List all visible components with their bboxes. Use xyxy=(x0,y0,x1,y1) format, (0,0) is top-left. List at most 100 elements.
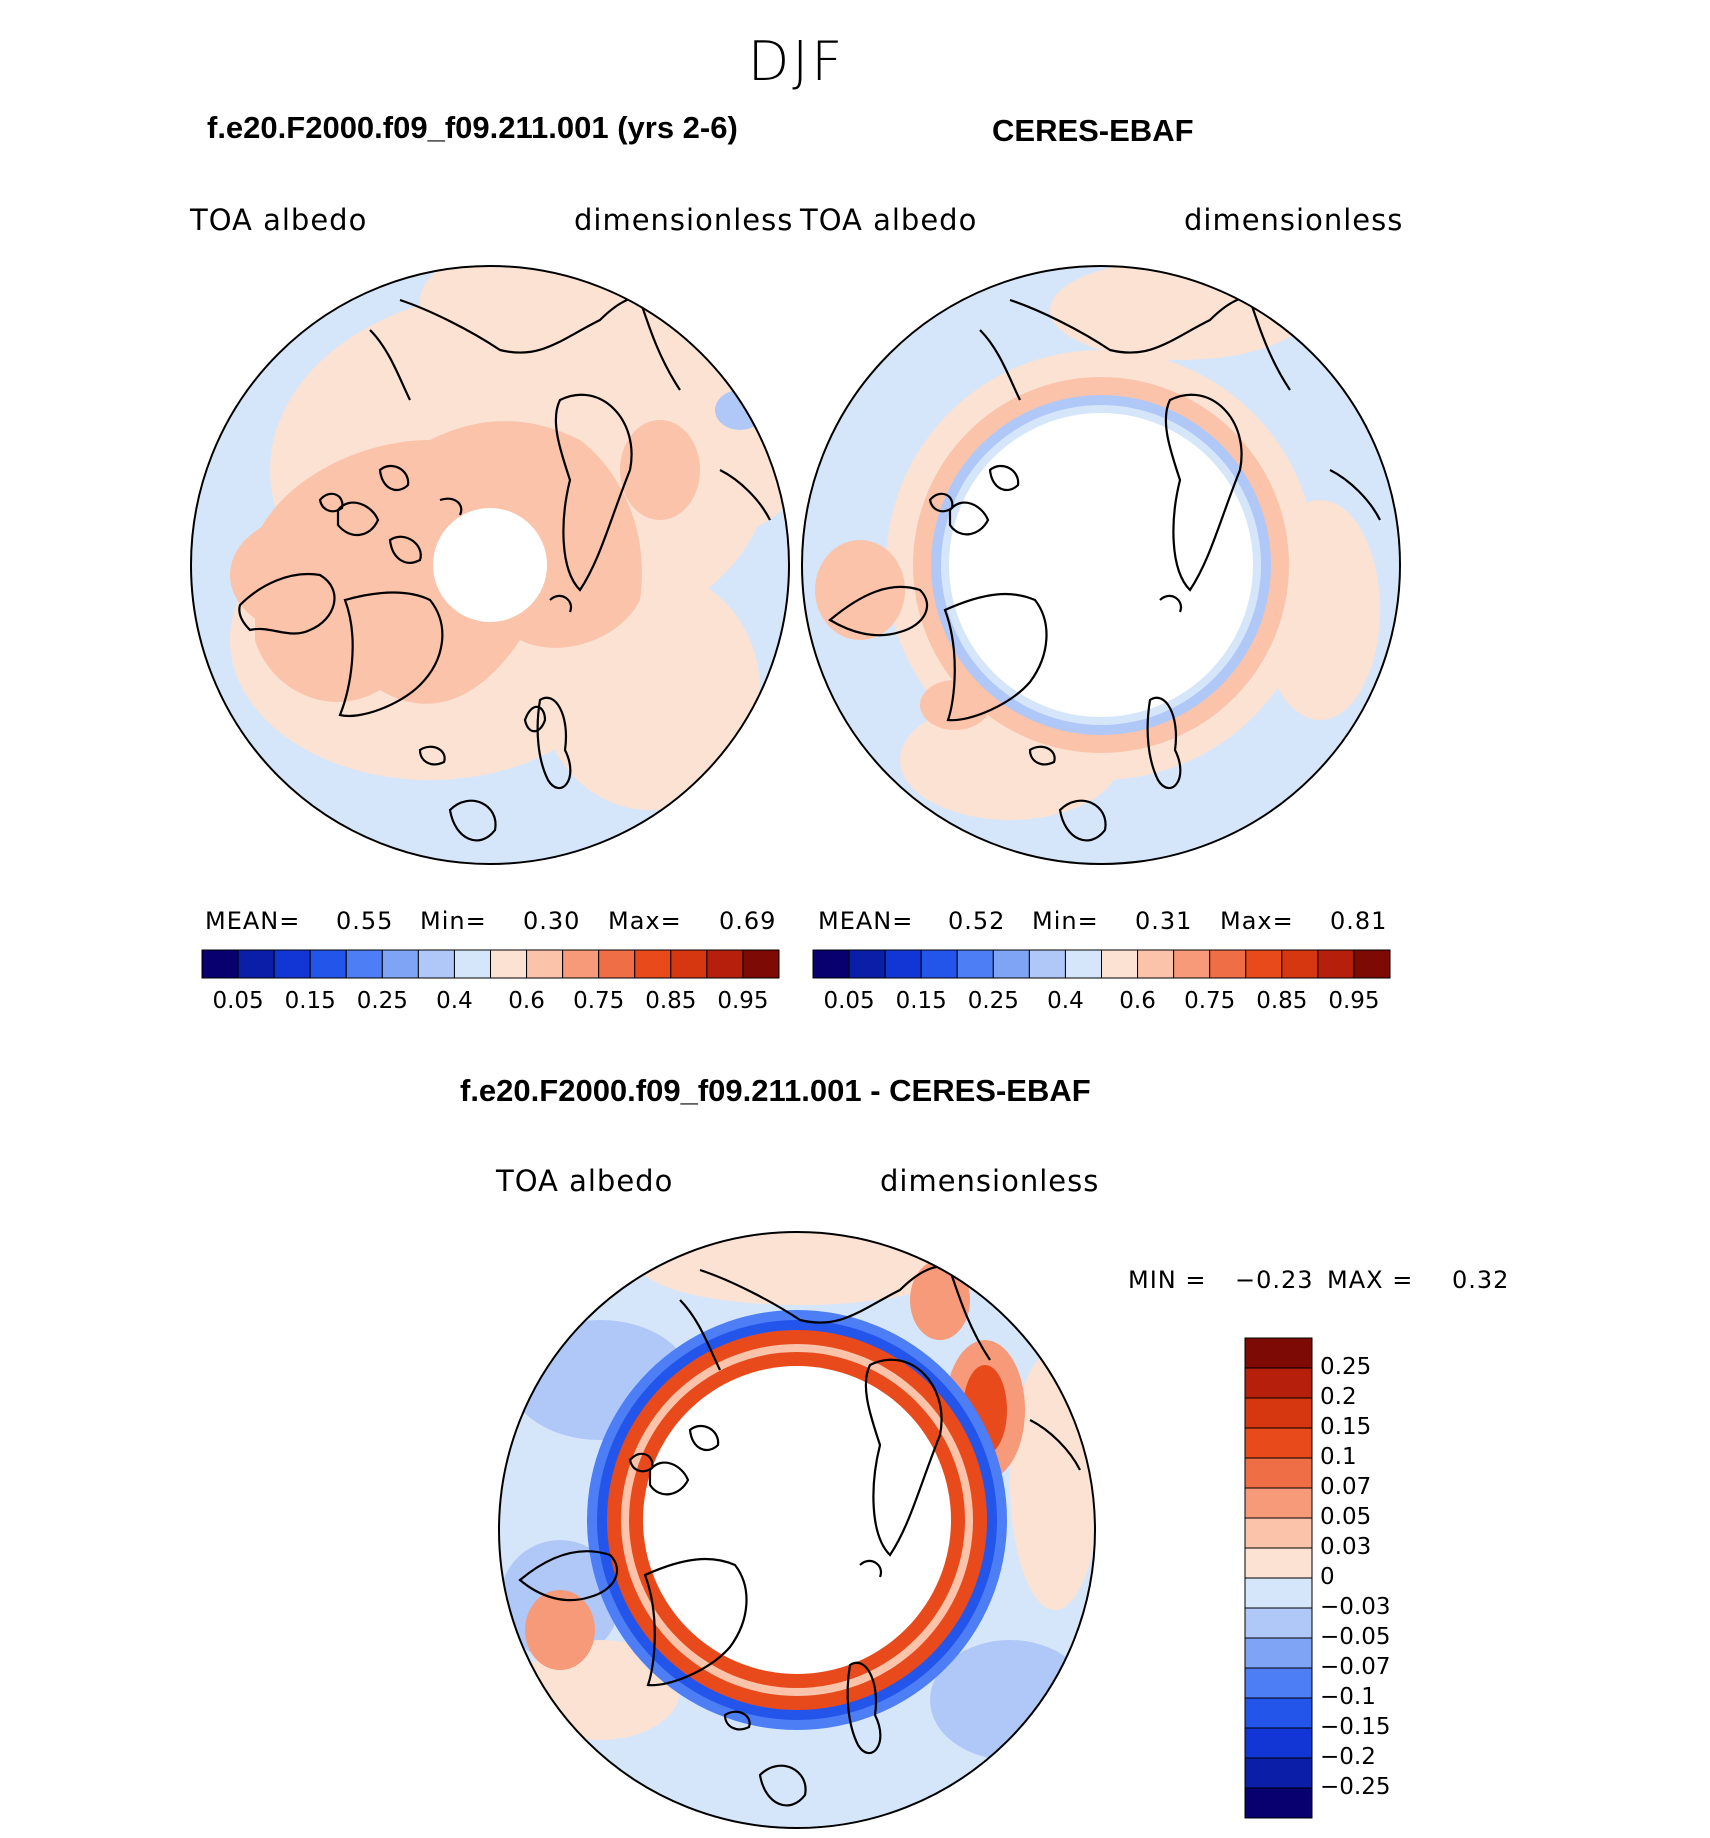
panel1-colorbar-tick-label: 0.25 xyxy=(356,988,408,1014)
panel1-max-label: Max= xyxy=(608,907,682,935)
panel3-colorbar-box xyxy=(1244,1667,1313,1699)
panel2-colorbar-box xyxy=(1317,949,1355,979)
panel3-colorbar-tick-label: −0.1 xyxy=(1320,1684,1376,1710)
panel2-colorbar-box xyxy=(920,949,958,979)
panel3-min-label: MIN = xyxy=(1128,1266,1207,1294)
panel1-colorbar-box xyxy=(237,949,275,979)
panel1-colorbar-box xyxy=(598,949,636,979)
panel2-colorbar xyxy=(812,949,1391,979)
panel1-mean-label: MEAN= xyxy=(205,907,301,935)
panel3-colorbar-box xyxy=(1244,1637,1313,1669)
panel1-left-label: TOA albedo xyxy=(190,203,368,237)
panel3-left-label: TOA albedo xyxy=(496,1164,674,1198)
panel3-colorbar-tick-label: 0.05 xyxy=(1320,1504,1372,1530)
panel2-colorbar-tick-label: 0.75 xyxy=(1184,988,1236,1014)
panel2-colorbar-tick-label: 0.25 xyxy=(967,988,1019,1014)
panel3-colorbar-box xyxy=(1244,1607,1313,1639)
panel3-colorbar-tick-label: −0.03 xyxy=(1320,1594,1391,1620)
panel2-max-label: Max= xyxy=(1220,907,1294,935)
panel2-colorbar-box xyxy=(1173,949,1211,979)
panel3-colorbar-tick-label: 0.07 xyxy=(1320,1474,1372,1500)
panel2-colorbar-box xyxy=(848,949,886,979)
panel2-colorbar-tick-label: 0.95 xyxy=(1328,988,1380,1014)
panel2-mean-value: 0.52 xyxy=(948,907,1006,935)
panel2-colorbar-box xyxy=(812,949,850,979)
panel3-colorbar-tick-label: 0.15 xyxy=(1320,1414,1372,1440)
panel2-colorbar-box xyxy=(956,949,994,979)
panel2-colorbar-tick-label: 0.15 xyxy=(895,988,947,1014)
panel3-colorbar-tick-label: 0.1 xyxy=(1320,1444,1357,1470)
panel1-colorbar-box xyxy=(562,949,600,979)
panel2-colorbar-box xyxy=(884,949,922,979)
panel2-pole-missing xyxy=(949,413,1253,717)
panel1-min-value: 0.30 xyxy=(523,907,581,935)
panel2-colorbar-box xyxy=(992,949,1030,979)
panel2-min-value: 0.31 xyxy=(1135,907,1193,935)
panel2-colorbar-box xyxy=(1353,949,1391,979)
panel1-colorbar-tick-label: 0.05 xyxy=(212,988,264,1014)
panel3-map xyxy=(498,1231,1096,1829)
panel3-colorbar-box xyxy=(1244,1457,1313,1489)
panel1-colorbar-box xyxy=(453,949,491,979)
panel1-colorbar-box xyxy=(526,949,564,979)
panel3-colorbar-box xyxy=(1244,1337,1313,1369)
panel1-colorbar-tick-label: 0.4 xyxy=(436,988,473,1014)
panel3-colorbar-tick-label: −0.07 xyxy=(1320,1654,1391,1680)
panel1-colorbar-box xyxy=(345,949,383,979)
panel1-colorbar-box xyxy=(201,949,239,979)
season-title: DJF xyxy=(747,30,846,93)
panel3-colorbar-tick-label: −0.25 xyxy=(1320,1774,1391,1800)
panel3-colorbar-box xyxy=(1244,1367,1313,1399)
panel3-colorbar-box xyxy=(1244,1487,1313,1519)
panel3-colorbar-tick-label: 0.2 xyxy=(1320,1384,1357,1410)
panel3-coastlines xyxy=(518,1265,1081,1807)
panel2-mean-label: MEAN= xyxy=(818,907,914,935)
panel3-min-value: −0.23 xyxy=(1235,1266,1314,1294)
panel3-max-label: MAX = xyxy=(1327,1266,1414,1294)
panel2-colorbar-tick-label: 0.85 xyxy=(1256,988,1308,1014)
panel2-colorbar-tick-label: 0.4 xyxy=(1047,988,1084,1014)
panel3-colorbar-box xyxy=(1244,1427,1313,1459)
panel3-colorbar-box xyxy=(1244,1787,1313,1819)
panel2-colorbar-box xyxy=(1028,949,1066,979)
panel1-min-label: Min= xyxy=(420,907,487,935)
panel2-map-border xyxy=(801,265,1401,865)
panel1-colorbar-tick-label: 0.85 xyxy=(645,988,697,1014)
panel2-left-label: TOA albedo xyxy=(800,203,978,237)
panel3-colorbar-tick-label: −0.15 xyxy=(1320,1714,1391,1740)
panel3-pole-missing xyxy=(643,1366,951,1674)
panel2-coastlines xyxy=(828,295,1381,842)
panel1-right-label: dimensionless xyxy=(574,203,794,237)
panel3-colorbar-box xyxy=(1244,1547,1313,1579)
panel2-colorbar-box xyxy=(1245,949,1283,979)
panel1-colorbar-box xyxy=(417,949,455,979)
panel2-colorbar-tick-label: 0.6 xyxy=(1119,988,1156,1014)
panel1-colorbar-box xyxy=(381,949,419,979)
panel3-colorbar xyxy=(1244,1337,1313,1819)
panel2-colorbar-box xyxy=(1209,949,1247,979)
panel1-colorbar-box xyxy=(634,949,672,979)
panel3-colorbar-tick-label: −0.05 xyxy=(1320,1624,1391,1650)
panel1-colorbar-box xyxy=(490,949,528,979)
panel3-colorbar-tick-label: 0.03 xyxy=(1320,1534,1372,1560)
panel1-colorbar-box xyxy=(670,949,708,979)
panel1-colorbar-tick-label: 0.15 xyxy=(284,988,336,1014)
panel1-map xyxy=(190,265,790,865)
panel2-min-label: Min= xyxy=(1032,907,1099,935)
panel2-map xyxy=(801,265,1401,865)
panel1-colorbar xyxy=(201,949,780,979)
panel2-colorbar-box xyxy=(1281,949,1319,979)
panel1-mean-value: 0.55 xyxy=(336,907,394,935)
panel1-colorbar-box xyxy=(309,949,347,979)
panel3-title: f.e20.F2000.f09_f09.211.001 - CERES-EBAF xyxy=(460,1073,1091,1108)
panel2-right-label: dimensionless xyxy=(1184,203,1404,237)
panel3-colorbar-tick-label: −0.2 xyxy=(1320,1744,1376,1770)
panel1-pole-missing xyxy=(433,508,547,622)
panel2-colorbar-tick-label: 0.05 xyxy=(823,988,875,1014)
panel3-colorbar-box xyxy=(1244,1727,1313,1759)
panel2-colorbar-box xyxy=(1137,949,1175,979)
panel3-colorbar-box xyxy=(1244,1577,1313,1609)
panel3-colorbar-tick-label: 0 xyxy=(1320,1564,1335,1590)
panel1-colorbar-tick-label: 0.6 xyxy=(508,988,545,1014)
panel1-title: f.e20.F2000.f09_f09.211.001 (yrs 2-6) xyxy=(207,110,738,145)
